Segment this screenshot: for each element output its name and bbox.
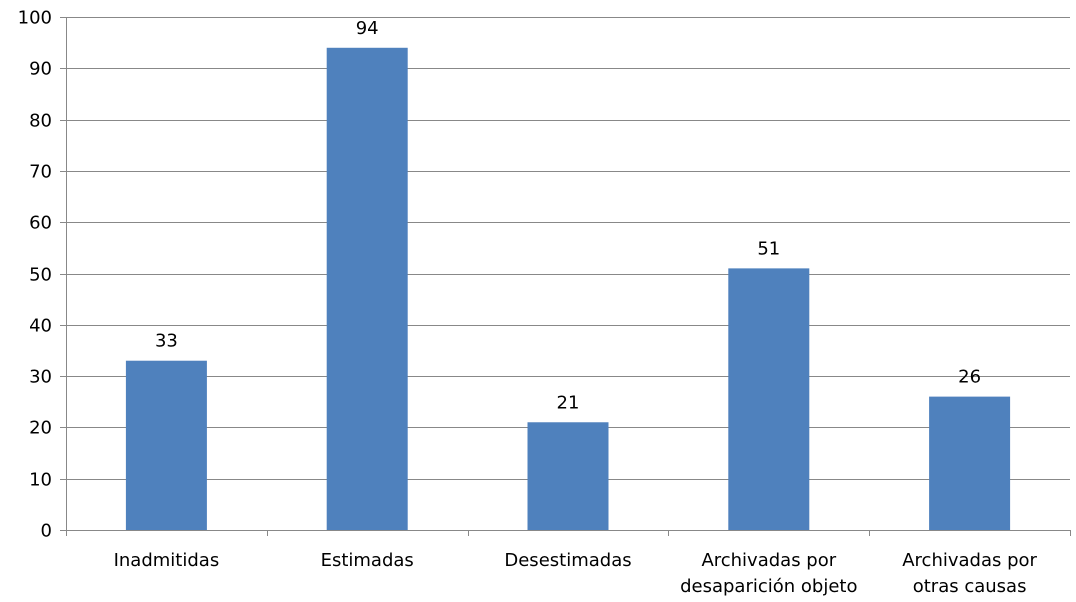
x-tick-label: Desestimadas bbox=[504, 550, 631, 571]
y-tick-label: 0 bbox=[41, 521, 52, 542]
data-label: 33 bbox=[155, 331, 178, 352]
bars bbox=[125, 47, 1011, 530]
y-tick-label: 80 bbox=[29, 111, 52, 132]
y-tick-label: 50 bbox=[29, 265, 52, 286]
data-label: 26 bbox=[958, 367, 981, 388]
y-tick-label: 30 bbox=[29, 367, 52, 388]
bar bbox=[125, 360, 207, 530]
bar bbox=[527, 422, 609, 530]
bar bbox=[929, 396, 1011, 530]
x-tick-label: Archivadas por bbox=[701, 550, 836, 571]
bar bbox=[326, 47, 408, 530]
axes bbox=[60, 17, 1071, 536]
x-tick-label: desaparición objeto bbox=[680, 576, 857, 597]
y-tick-label: 90 bbox=[29, 59, 52, 80]
bar bbox=[728, 268, 810, 530]
y-tick-label: 60 bbox=[29, 213, 52, 234]
data-label: 94 bbox=[356, 18, 379, 39]
gridlines bbox=[66, 17, 1070, 480]
data-label: 51 bbox=[757, 238, 780, 259]
y-tick-label: 10 bbox=[29, 470, 52, 491]
labels: 0 10 20 30 40 50 60 70 80 90 100 33 Inadmitidas 94 Est… bbox=[18, 8, 1038, 598]
x-tick-label: Archivadas por bbox=[902, 550, 1037, 571]
x-tick-label: Estimadas bbox=[321, 550, 414, 571]
y-tick-label: 40 bbox=[29, 316, 52, 337]
x-tick-label: Inadmitidas bbox=[114, 550, 220, 571]
data-label: 21 bbox=[557, 392, 580, 413]
y-tick-label: 100 bbox=[18, 8, 52, 29]
x-tick-label: otras causas bbox=[913, 576, 1027, 597]
y-tick-label: 20 bbox=[29, 418, 52, 439]
y-tick-label: 70 bbox=[29, 162, 52, 183]
